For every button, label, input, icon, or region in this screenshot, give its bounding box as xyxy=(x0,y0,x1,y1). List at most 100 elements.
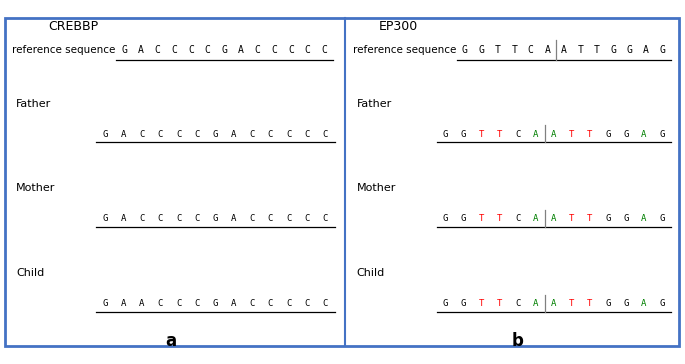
Text: T: T xyxy=(587,130,593,139)
Text: C: C xyxy=(195,130,199,139)
Text: G: G xyxy=(660,45,666,55)
Text: C: C xyxy=(286,299,291,308)
Text: G: G xyxy=(659,299,664,308)
Text: C: C xyxy=(255,45,260,55)
Text: G: G xyxy=(659,214,664,223)
Text: C: C xyxy=(288,45,294,55)
Text: C: C xyxy=(176,299,182,308)
Text: A: A xyxy=(551,299,556,308)
Text: G: G xyxy=(462,45,468,55)
Text: T: T xyxy=(512,45,517,55)
Text: C: C xyxy=(271,45,277,55)
Text: G: G xyxy=(103,214,108,223)
Text: A: A xyxy=(121,214,126,223)
Text: b: b xyxy=(511,332,523,350)
Text: C: C xyxy=(139,214,145,223)
Text: C: C xyxy=(286,130,291,139)
Text: C: C xyxy=(249,130,255,139)
Text: A: A xyxy=(139,299,145,308)
Text: T: T xyxy=(569,130,575,139)
Text: C: C xyxy=(139,130,145,139)
Text: T: T xyxy=(495,45,501,55)
Text: A: A xyxy=(121,299,126,308)
FancyBboxPatch shape xyxy=(5,18,679,346)
Text: G: G xyxy=(659,130,664,139)
Text: A: A xyxy=(545,45,550,55)
Text: T: T xyxy=(569,299,575,308)
Text: G: G xyxy=(461,299,466,308)
Text: G: G xyxy=(623,130,629,139)
Text: G: G xyxy=(103,299,108,308)
Text: A: A xyxy=(641,214,647,223)
Text: C: C xyxy=(249,214,255,223)
Text: A: A xyxy=(231,130,236,139)
Text: Father: Father xyxy=(16,99,51,108)
Text: C: C xyxy=(158,299,163,308)
Text: G: G xyxy=(443,299,448,308)
Text: C: C xyxy=(171,45,177,55)
Text: G: G xyxy=(443,214,448,223)
Text: C: C xyxy=(515,130,521,139)
Text: C: C xyxy=(249,299,255,308)
Text: G: G xyxy=(212,130,218,139)
Text: G: G xyxy=(605,214,610,223)
Text: C: C xyxy=(268,130,273,139)
Text: C: C xyxy=(158,130,163,139)
Text: T: T xyxy=(497,130,502,139)
Text: C: C xyxy=(515,299,521,308)
Text: G: G xyxy=(461,130,466,139)
Text: A: A xyxy=(551,130,556,139)
Text: EP300: EP300 xyxy=(379,20,418,33)
Text: C: C xyxy=(305,45,310,55)
Text: G: G xyxy=(605,130,610,139)
Text: C: C xyxy=(188,45,194,55)
Text: G: G xyxy=(623,299,629,308)
Text: reference sequence: reference sequence xyxy=(12,45,115,55)
Text: A: A xyxy=(641,130,647,139)
Text: C: C xyxy=(268,214,273,223)
Text: G: G xyxy=(627,45,633,55)
Text: C: C xyxy=(286,214,291,223)
Text: G: G xyxy=(221,45,227,55)
Text: G: G xyxy=(461,214,466,223)
Text: A: A xyxy=(533,130,538,139)
Text: C: C xyxy=(195,299,199,308)
Text: Child: Child xyxy=(357,268,385,278)
Text: T: T xyxy=(479,214,484,223)
Text: T: T xyxy=(479,299,484,308)
Text: T: T xyxy=(587,299,593,308)
Text: C: C xyxy=(205,45,210,55)
Text: A: A xyxy=(138,45,144,55)
Text: A: A xyxy=(121,130,126,139)
Text: Mother: Mother xyxy=(357,183,396,193)
Text: C: C xyxy=(528,45,534,55)
Text: T: T xyxy=(569,214,575,223)
Text: C: C xyxy=(304,214,310,223)
Text: A: A xyxy=(643,45,649,55)
Text: Child: Child xyxy=(16,268,45,278)
Text: A: A xyxy=(231,299,236,308)
Text: C: C xyxy=(304,130,310,139)
Text: G: G xyxy=(605,299,610,308)
Text: T: T xyxy=(479,130,484,139)
Text: C: C xyxy=(304,299,310,308)
Text: T: T xyxy=(587,214,593,223)
Text: a: a xyxy=(166,332,177,350)
Text: C: C xyxy=(268,299,273,308)
Text: Father: Father xyxy=(357,99,392,108)
Text: CREBBP: CREBBP xyxy=(48,20,98,33)
Text: G: G xyxy=(610,45,616,55)
Text: A: A xyxy=(641,299,647,308)
Text: T: T xyxy=(594,45,599,55)
Text: Mother: Mother xyxy=(16,183,55,193)
Text: G: G xyxy=(212,299,218,308)
Text: A: A xyxy=(238,45,244,55)
Text: G: G xyxy=(623,214,629,223)
Text: C: C xyxy=(195,214,199,223)
Text: G: G xyxy=(121,45,127,55)
Text: T: T xyxy=(497,299,502,308)
Text: reference sequence: reference sequence xyxy=(353,45,456,55)
Text: C: C xyxy=(323,299,328,308)
Text: C: C xyxy=(321,45,327,55)
Text: C: C xyxy=(158,214,163,223)
